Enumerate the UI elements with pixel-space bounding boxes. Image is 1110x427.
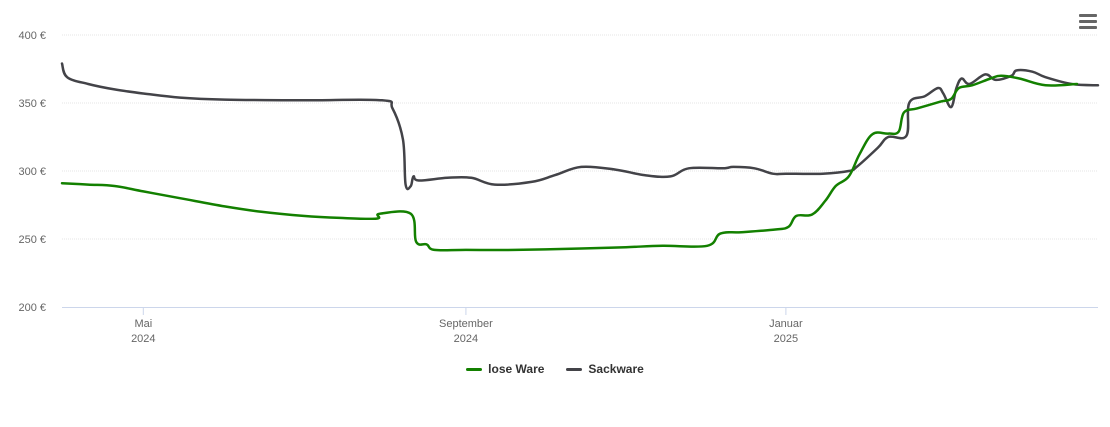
x-tick-label-year: 2024 [131,333,155,345]
chart-legend: lose Ware Sackware [0,362,1110,376]
legend-label-lose-ware: lose Ware [488,362,545,376]
y-tick-label: 250 € [18,234,46,246]
legend-item-lose-ware[interactable]: lose Ware [466,362,544,376]
chart-menu-button[interactable] [1077,12,1099,32]
y-tick-label: 350 € [18,98,46,110]
series-line-lose-ware [60,74,1079,252]
hamburger-menu-icon [1079,14,1097,17]
y-tick-label: 400 € [18,30,46,42]
x-tick-label-month: September [439,318,493,330]
x-tick-label-year: 2025 [774,333,798,345]
y-tick-label: 200 € [18,302,46,314]
hamburger-menu-icon-line [1079,20,1097,23]
legend-item-sackware[interactable]: Sackware [566,362,644,376]
legend-swatch-sackware [566,367,583,371]
x-tick-label-year: 2024 [454,333,478,345]
legend-label-sackware: Sackware [588,362,644,376]
series-line-sackware [60,62,1100,191]
x-tick-label-month: Mai [134,318,152,330]
x-tick-label-month: Januar [769,318,803,330]
y-tick-label: 300 € [18,166,46,178]
legend-swatch-lose-ware [466,367,483,371]
hamburger-menu-icon-line [1079,26,1097,29]
